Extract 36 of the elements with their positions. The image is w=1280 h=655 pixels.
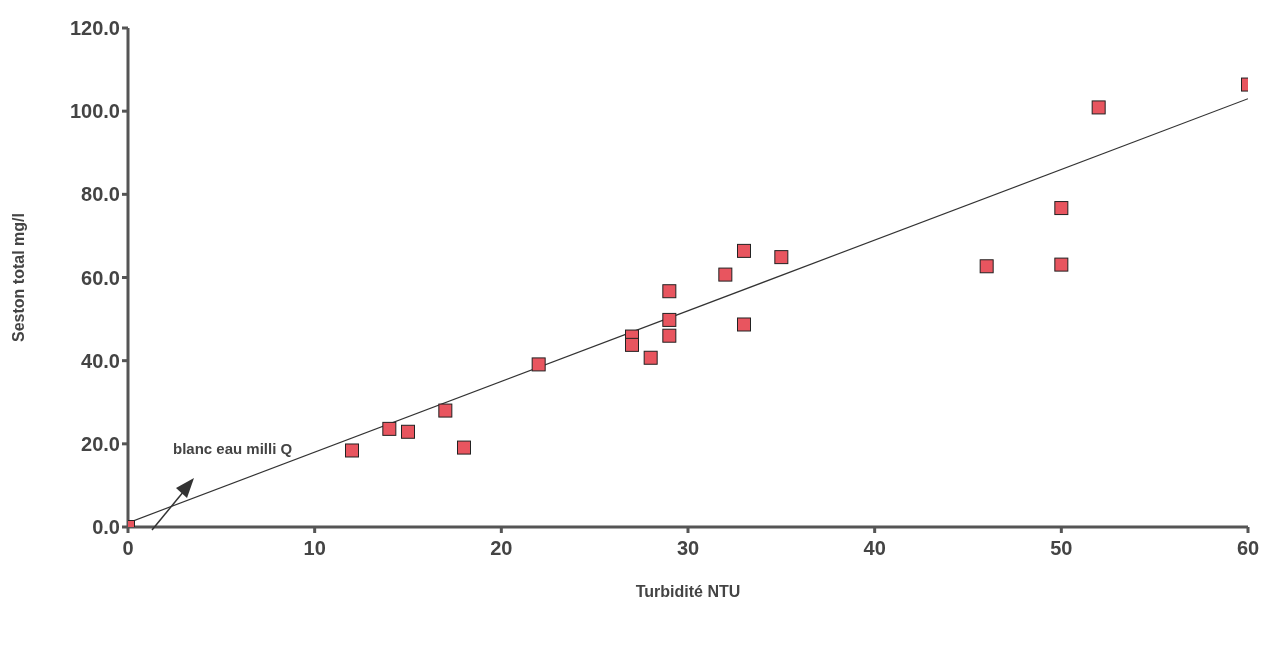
y-tick-label: 20.0 bbox=[81, 432, 120, 455]
y-tick-label: 0.0 bbox=[92, 516, 120, 539]
point bbox=[737, 243, 751, 258]
point bbox=[979, 259, 994, 274]
x-tick-label: 0 bbox=[122, 537, 134, 559]
y-tick-label: 40.0 bbox=[81, 349, 120, 372]
point bbox=[438, 403, 453, 418]
y-axis-title: Seston total mg/l bbox=[9, 213, 27, 342]
y-tick-label: 80.0 bbox=[81, 183, 120, 206]
point bbox=[662, 328, 677, 343]
point bbox=[662, 284, 677, 299]
x-tick-label: 50 bbox=[1050, 537, 1073, 559]
point bbox=[774, 250, 789, 265]
x-tick-label: 10 bbox=[303, 537, 326, 559]
x-tick-label: 30 bbox=[676, 537, 700, 559]
y-tick-label: 120.0 bbox=[69, 17, 120, 40]
point bbox=[401, 424, 415, 439]
point bbox=[1054, 257, 1069, 272]
point bbox=[1091, 100, 1106, 115]
point bbox=[1054, 201, 1069, 216]
annotation: blanc eau milli Q bbox=[173, 440, 293, 457]
y-tick-label: 60.0 bbox=[81, 266, 120, 289]
point bbox=[382, 421, 397, 436]
y-tick-label: 100.0 bbox=[69, 100, 120, 123]
x-tick-label: 20 bbox=[490, 537, 513, 559]
point bbox=[643, 350, 658, 365]
point bbox=[718, 267, 733, 282]
point bbox=[662, 312, 677, 327]
x-tick-label: 60 bbox=[1236, 537, 1260, 559]
x-axis-title: Turbidité NTU bbox=[635, 583, 741, 600]
point bbox=[345, 443, 359, 458]
point bbox=[625, 337, 639, 352]
point bbox=[457, 440, 471, 455]
x-tick-label: 40 bbox=[863, 537, 886, 559]
point bbox=[737, 317, 751, 332]
point bbox=[531, 357, 546, 372]
